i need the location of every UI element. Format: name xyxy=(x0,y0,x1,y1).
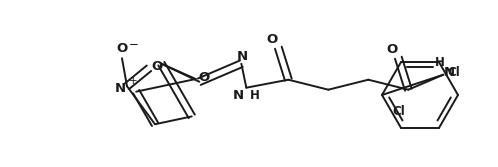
Text: O: O xyxy=(267,33,278,46)
Text: N: N xyxy=(233,89,244,102)
Text: N: N xyxy=(115,82,125,95)
Text: O: O xyxy=(117,42,127,55)
Text: −: − xyxy=(129,38,139,51)
Text: H: H xyxy=(434,56,444,69)
Text: Cl: Cl xyxy=(448,66,460,79)
Text: N: N xyxy=(237,50,248,63)
Text: Cl: Cl xyxy=(392,105,405,118)
Text: O: O xyxy=(151,60,163,73)
Text: O: O xyxy=(198,70,209,84)
Text: O: O xyxy=(387,43,398,56)
Text: N: N xyxy=(444,66,455,79)
Text: +: + xyxy=(128,76,137,86)
Text: H: H xyxy=(249,89,259,102)
